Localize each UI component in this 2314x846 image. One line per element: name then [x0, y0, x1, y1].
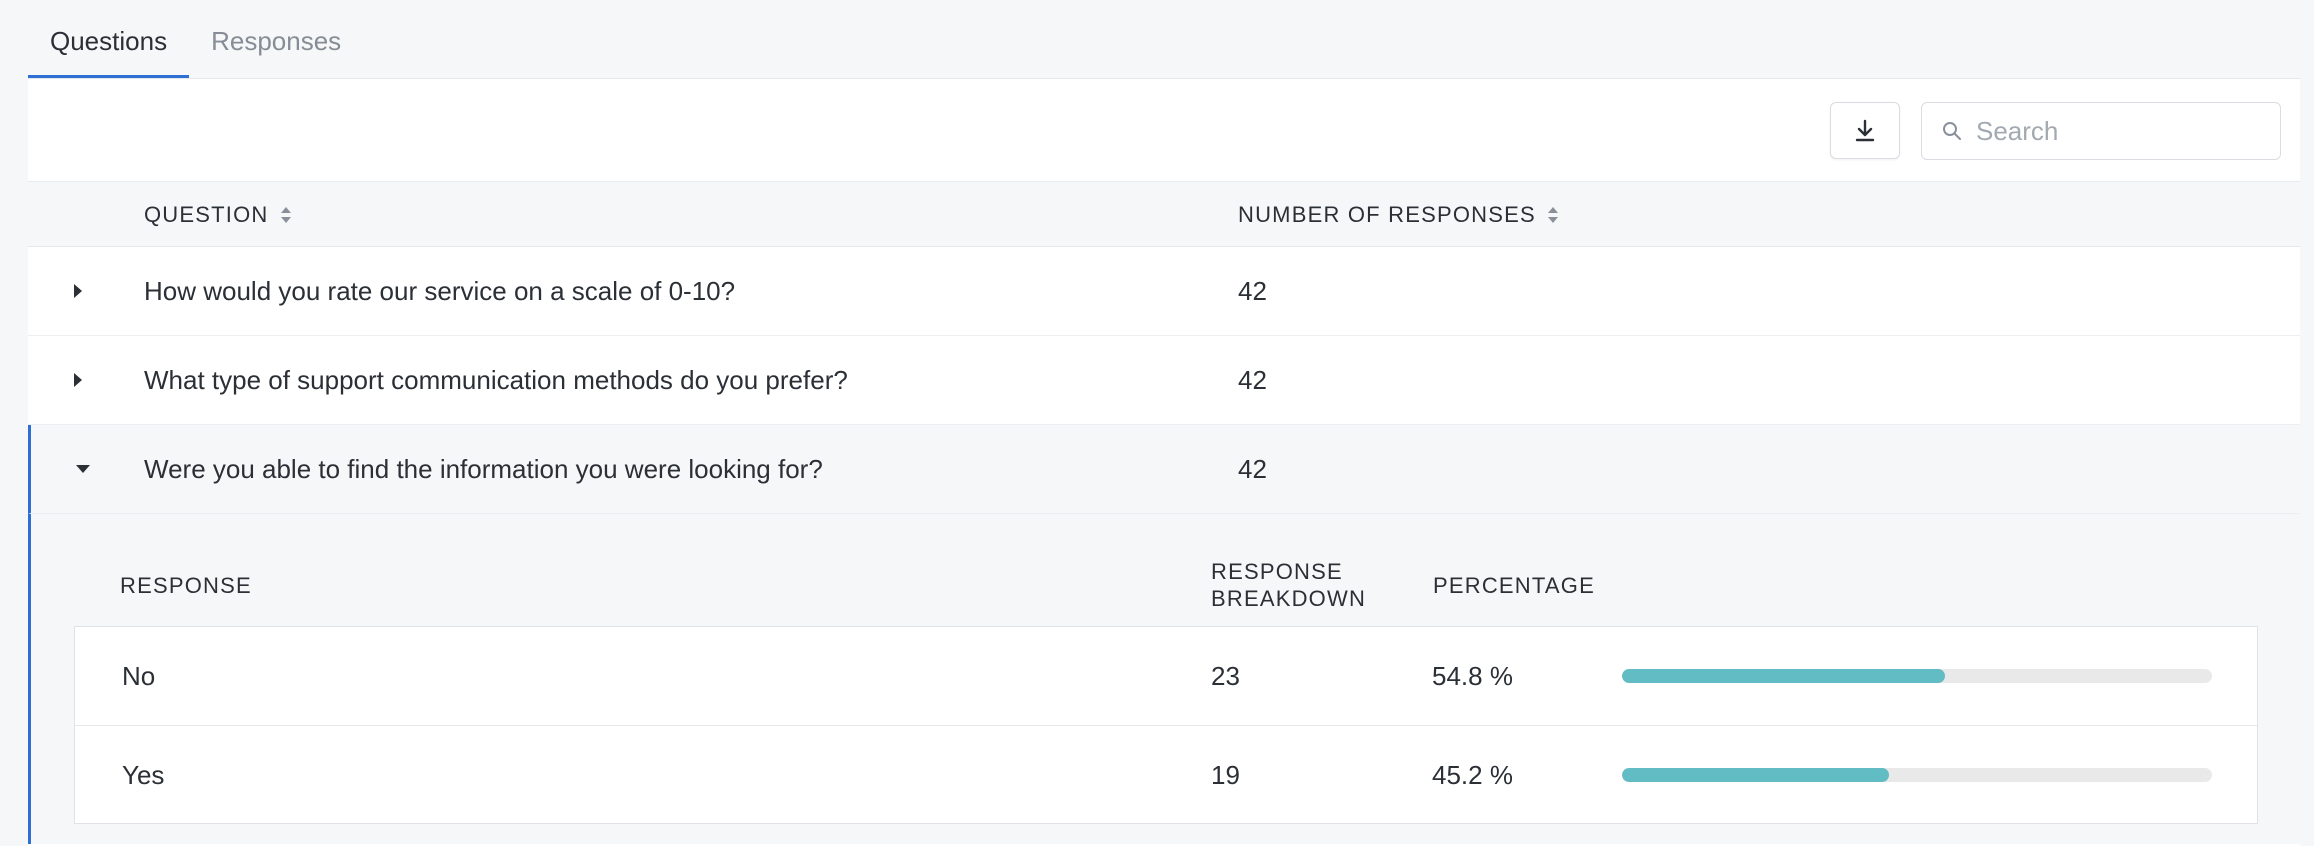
table-header: QUESTION NUMBER OF RESPONSES [28, 181, 2300, 247]
response-label: No [122, 661, 156, 691]
search-input[interactable] [1976, 115, 2266, 147]
tab-questions[interactable]: Questions [28, 0, 190, 78]
question-text: What type of support communication metho… [144, 365, 848, 395]
percentage-bar-fill [1622, 768, 1889, 782]
responses-column-header[interactable]: NUMBER OF RESPONSES [1238, 182, 1560, 248]
table-row[interactable]: What type of support communication metho… [28, 336, 2300, 425]
percentage-bar-fill [1622, 669, 1946, 683]
breakdown-row: Yes 19 45.2 % [75, 726, 2257, 825]
table-row[interactable]: How would you rate our service on a scal… [28, 247, 2300, 336]
question-text: Were you able to find the information yo… [144, 454, 823, 484]
tab-bar: Questions Responses [28, 0, 363, 78]
table-row-expanded[interactable]: Were you able to find the information yo… [28, 425, 2300, 514]
response-percentage: 45.2 % [1432, 760, 1513, 790]
breakdown-row: No 23 54.8 % [75, 627, 2257, 726]
download-icon [1855, 119, 1875, 141]
response-column-header: RESPONSE [120, 573, 252, 598]
breakdown-header-line2: BREAKDOWN [1211, 586, 1367, 611]
caret-right-icon[interactable] [72, 372, 84, 388]
question-header-label: QUESTION [144, 202, 269, 227]
tab-responses[interactable]: Responses [211, 26, 342, 56]
response-breakdown-panel: RESPONSE RESPONSE BREAKDOWN PERCENTAGE N… [28, 514, 2300, 844]
breakdown-header-line1: RESPONSE [1211, 559, 1343, 584]
search-icon [1943, 122, 1961, 140]
questions-panel: QUESTION NUMBER OF RESPONSES How would y… [28, 78, 2300, 846]
percentage-bar [1622, 669, 2212, 683]
download-button[interactable] [1830, 102, 1900, 159]
response-count: 23 [1211, 661, 1240, 691]
percentage-bar [1622, 768, 2212, 782]
responses-header-label: NUMBER OF RESPONSES [1238, 202, 1536, 227]
breakdown-table: No 23 54.8 % Yes 19 45.2 % [74, 626, 2258, 824]
response-count: 42 [1238, 276, 1267, 306]
response-label: Yes [122, 760, 165, 790]
question-text: How would you rate our service on a scal… [144, 276, 736, 306]
question-column-header[interactable]: QUESTION [144, 182, 293, 248]
percentage-column-header: PERCENTAGE [1433, 573, 1595, 598]
search-box [1921, 102, 2281, 160]
sort-icon [1546, 205, 1560, 225]
response-count: 19 [1211, 760, 1240, 790]
toolbar [28, 79, 2300, 181]
caret-right-icon[interactable] [72, 283, 84, 299]
response-percentage: 54.8 % [1432, 661, 1513, 691]
caret-down-icon[interactable] [75, 463, 91, 475]
breakdown-column-header: RESPONSE BREAKDOWN [1211, 558, 1366, 612]
sort-icon [279, 205, 293, 225]
response-count: 42 [1238, 454, 1267, 484]
response-count: 42 [1238, 365, 1267, 395]
